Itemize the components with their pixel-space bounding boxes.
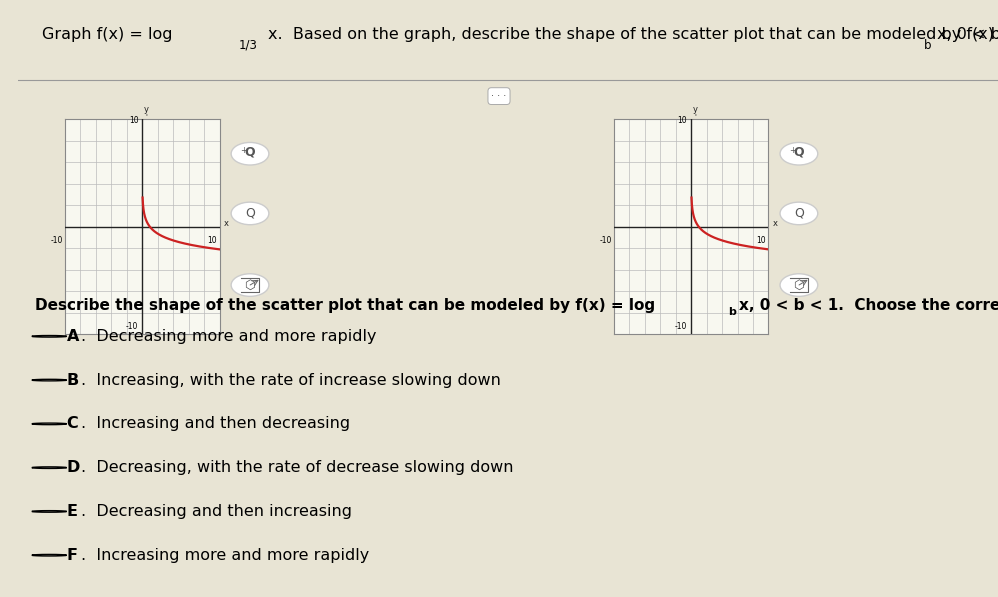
Text: D: D: [67, 460, 80, 475]
Text: Q: Q: [246, 207, 254, 220]
Text: 10: 10: [678, 116, 688, 125]
Text: y: y: [693, 105, 698, 114]
Text: Q: Q: [245, 146, 255, 159]
Text: b: b: [728, 306, 736, 316]
Text: A: A: [67, 329, 79, 344]
Text: -10: -10: [126, 322, 139, 331]
Text: -10: -10: [600, 236, 612, 245]
Text: x.  Based on the graph, describe the shape of the scatter plot that can be model: x. Based on the graph, describe the shap…: [267, 27, 998, 42]
Text: .  Increasing more and more rapidly: . Increasing more and more rapidly: [81, 547, 369, 563]
Circle shape: [232, 274, 268, 296]
Circle shape: [232, 143, 268, 165]
Text: b: b: [923, 39, 931, 51]
Text: C: C: [67, 416, 79, 432]
Text: ': ': [146, 113, 147, 119]
Text: ': ': [695, 113, 696, 119]
Circle shape: [780, 274, 817, 296]
Text: .  Decreasing and then increasing: . Decreasing and then increasing: [81, 504, 352, 519]
Text: -10: -10: [675, 322, 688, 331]
Text: ⬡: ⬡: [245, 279, 255, 291]
Text: Describe the shape of the scatter plot that can be modeled by f(x) = log: Describe the shape of the scatter plot t…: [35, 298, 655, 313]
Text: · · ·: · · ·: [491, 91, 507, 101]
Text: .  Decreasing more and more rapidly: . Decreasing more and more rapidly: [81, 329, 376, 344]
Text: .  Decreasing, with the rate of decrease slowing down: . Decreasing, with the rate of decrease …: [81, 460, 514, 475]
Text: +: +: [240, 146, 247, 155]
Text: E: E: [67, 504, 78, 519]
Text: 10: 10: [129, 116, 139, 125]
Text: y: y: [144, 105, 149, 114]
Text: 10: 10: [756, 236, 766, 245]
Text: 10: 10: [208, 236, 218, 245]
Text: +: +: [788, 146, 795, 155]
Text: Q: Q: [794, 207, 803, 220]
Circle shape: [780, 143, 817, 165]
Text: .  Increasing, with the rate of increase slowing down: . Increasing, with the rate of increase …: [81, 373, 501, 387]
Text: Graph f(x) = log: Graph f(x) = log: [43, 27, 173, 42]
Text: Q: Q: [793, 146, 804, 159]
Circle shape: [780, 202, 817, 224]
Text: -10: -10: [51, 236, 63, 245]
Text: x: x: [224, 219, 229, 228]
Text: B: B: [67, 373, 79, 387]
Text: ⬡: ⬡: [793, 279, 804, 291]
Text: x, 0 < b < 1.: x, 0 < b < 1.: [937, 27, 998, 42]
Text: F: F: [67, 547, 78, 563]
Text: x: x: [772, 219, 777, 228]
Circle shape: [232, 202, 268, 224]
Text: .  Increasing and then decreasing: . Increasing and then decreasing: [81, 416, 350, 432]
Text: 1/3: 1/3: [239, 39, 257, 51]
Text: x, 0 < b < 1.  Choose the correct description below.: x, 0 < b < 1. Choose the correct descrip…: [740, 298, 998, 313]
